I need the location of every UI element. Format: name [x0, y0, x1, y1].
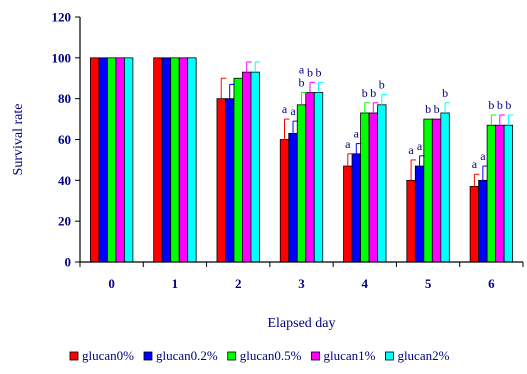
- bar: [440, 112, 450, 263]
- significance-letter: a: [472, 157, 478, 171]
- bar: [279, 139, 290, 263]
- significance-letter: a: [299, 63, 305, 77]
- bar: [225, 98, 235, 263]
- y-axis-title: Survival rate: [11, 104, 26, 176]
- bar: [153, 57, 163, 263]
- legend: glucan0% glucan0.2% glucan0.5% glucan1% gluc…: [69, 348, 450, 363]
- y-tick-label: 60: [58, 132, 71, 147]
- bar: [313, 92, 324, 263]
- significance-letter: b: [307, 65, 313, 79]
- bar: [288, 132, 298, 263]
- x-tick-label: 6: [488, 276, 495, 291]
- legend-swatch: [311, 351, 320, 361]
- bar: [161, 57, 172, 263]
- bar: [305, 92, 315, 263]
- y-tick-label: 80: [58, 91, 71, 106]
- bar: [495, 124, 505, 263]
- significance-letter: b: [370, 86, 376, 100]
- y-tick-label: 120: [52, 10, 72, 25]
- bar: [423, 118, 433, 263]
- significance-letter: a: [417, 139, 423, 153]
- bar: [406, 179, 416, 263]
- bar: [486, 124, 497, 263]
- significance-letter: a: [345, 137, 351, 151]
- bar: [296, 104, 307, 263]
- bar: [469, 186, 480, 263]
- legend-label: glucan0.2%: [156, 348, 218, 363]
- bar: [106, 57, 117, 263]
- y-tick-label: 0: [65, 255, 72, 270]
- y-tick-label: 40: [58, 173, 71, 188]
- legend-label: glucan2%: [397, 348, 449, 363]
- x-axis-title: Elapsed day: [267, 316, 335, 331]
- significance-letter: b: [362, 86, 368, 100]
- significance-letter: a: [354, 127, 360, 141]
- y-ticks: 0 20 40 60 80 100 120: [52, 10, 80, 270]
- bar: [414, 165, 425, 263]
- x-tick-label: 0: [108, 276, 115, 291]
- legend-swatch: [69, 351, 79, 361]
- significance-letter: a: [290, 104, 296, 118]
- bar: [115, 57, 125, 263]
- bar: [233, 77, 243, 263]
- bar: [250, 71, 260, 263]
- significance-letter: b: [505, 98, 511, 112]
- bar: [98, 57, 108, 263]
- bar: [351, 153, 361, 263]
- bar: [242, 71, 252, 263]
- significance-letter: a: [282, 102, 288, 116]
- significance-letter: b: [299, 76, 305, 90]
- x-tick-label: 1: [172, 276, 179, 291]
- significance-letter: b: [488, 98, 494, 112]
- bar: [503, 124, 514, 263]
- legend-swatch: [385, 351, 394, 361]
- bar: [368, 112, 378, 263]
- bar: [431, 118, 442, 263]
- bar: [343, 165, 353, 263]
- x-tick-label: 4: [362, 276, 369, 291]
- bar: [377, 104, 387, 263]
- bar: [178, 57, 189, 263]
- y-tick-label: 100: [52, 50, 72, 65]
- x-ticks: 0 1 2 3 4 5 6: [79, 262, 524, 291]
- error-bars-layer: [220, 61, 514, 187]
- x-tick-label: 2: [235, 276, 242, 291]
- bar: [360, 112, 370, 263]
- legend-swatch: [143, 351, 153, 361]
- significance-letter: b: [497, 98, 503, 112]
- bar: [170, 57, 180, 263]
- significance-letter: b: [379, 78, 385, 92]
- bar: [216, 98, 226, 263]
- legend-label: glucan1%: [323, 348, 375, 363]
- significance-letter: b: [434, 102, 440, 116]
- significance-letter: b: [425, 102, 431, 116]
- significance-letter: a: [480, 149, 486, 163]
- legend-swatch: [227, 351, 237, 361]
- significance-letter: a: [408, 143, 414, 157]
- x-tick-label: 3: [298, 276, 305, 291]
- legend-label: glucan0.5%: [240, 348, 302, 363]
- legend-label: glucan0%: [82, 348, 134, 363]
- y-tick-label: 20: [58, 214, 71, 229]
- bar: [187, 57, 197, 263]
- x-tick-label: 5: [425, 276, 432, 291]
- significance-letter: b: [442, 86, 448, 100]
- bar: [123, 57, 134, 263]
- bar: [478, 179, 488, 263]
- significance-letter: b: [316, 65, 322, 79]
- bar: [89, 57, 100, 263]
